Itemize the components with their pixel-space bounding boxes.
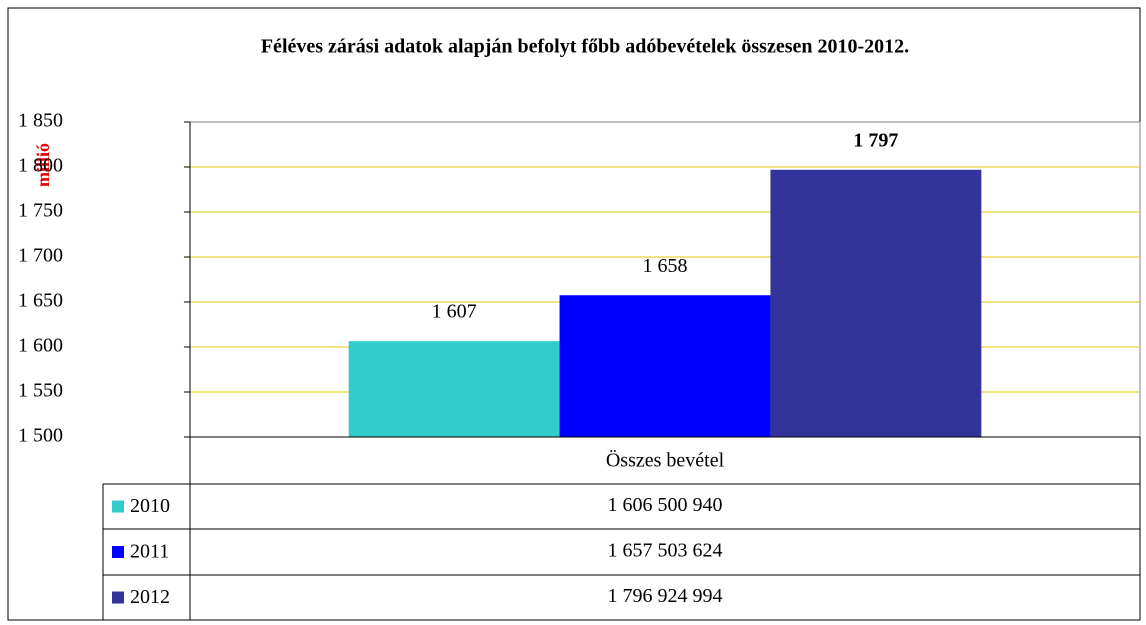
x-tick-label: Összes bevétel: [606, 449, 725, 472]
legend-key: [112, 591, 124, 604]
table-value: 1 657 503 624: [608, 540, 723, 562]
y-tick-label: 1 850: [18, 110, 63, 132]
bar: [559, 295, 771, 437]
data-label: 1 658: [643, 255, 688, 277]
y-tick-label: 1 600: [18, 335, 63, 357]
y-tick-label: 1 650: [18, 290, 63, 312]
legend-key: [112, 546, 124, 558]
table-value: 1 796 924 994: [608, 585, 723, 607]
bar: [348, 341, 560, 437]
y-tick-label: 1 800: [18, 155, 63, 177]
y-tick-label: 1 500: [18, 425, 63, 447]
y-tick-label: 1 700: [18, 245, 63, 267]
table-value: 1 606 500 940: [608, 494, 723, 516]
legend-label: 2010: [130, 495, 170, 517]
y-tick-label: 1 750: [18, 200, 63, 222]
legend-label: 2011: [130, 541, 169, 563]
legend-key: [112, 500, 124, 513]
legend-label: 2012: [130, 586, 170, 608]
y-tick-label: 1 550: [18, 380, 63, 402]
data-label: 1 607: [432, 301, 477, 323]
bar: [770, 169, 982, 437]
y-axis-label: millió: [33, 143, 53, 187]
chart-title: Féléves zárási adatok alapján befolyt fő…: [261, 36, 909, 58]
data-label: 1 797: [853, 129, 898, 151]
